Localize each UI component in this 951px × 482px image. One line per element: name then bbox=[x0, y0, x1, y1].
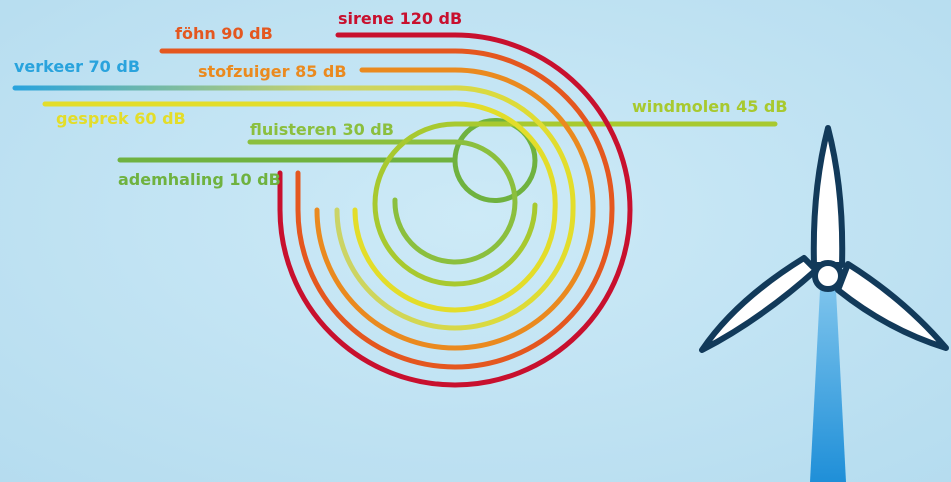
turbine-hub bbox=[812, 260, 844, 292]
wind-turbine bbox=[699, 125, 949, 482]
spiral-windmolen bbox=[372, 121, 778, 287]
label-fohn: föhn 90 dB bbox=[175, 24, 273, 43]
turbine-blade-top bbox=[810, 125, 846, 268]
spiral-gesprek bbox=[42, 101, 558, 313]
label-windmolen: windmolen 45 dB bbox=[632, 97, 788, 116]
label-gesprek: gesprek 60 dB bbox=[56, 109, 186, 128]
spiral-ademhaling bbox=[117, 118, 538, 203]
turbine-blade-left bbox=[699, 255, 819, 353]
label-verkeer: verkeer 70 dB bbox=[14, 57, 140, 76]
label-sirene: sirene 120 dB bbox=[338, 9, 462, 28]
turbine-blade-right bbox=[835, 261, 949, 351]
spiral-stofzuiger bbox=[314, 67, 596, 351]
spiral-sirene bbox=[277, 32, 633, 388]
spiral-fluisteren bbox=[247, 139, 518, 265]
label-fluisteren: fluisteren 30 dB bbox=[250, 120, 394, 139]
spiral-verkeer bbox=[12, 85, 576, 331]
label-ademhaling: ademhaling 10 dB bbox=[118, 170, 281, 189]
sound-spiral bbox=[12, 32, 778, 388]
labels: sirene 120 dB föhn 90 dB stofzuiger 85 d… bbox=[14, 9, 788, 189]
turbine-tower bbox=[810, 290, 846, 482]
label-stofzuiger: stofzuiger 85 dB bbox=[198, 62, 347, 81]
spiral-fohn bbox=[159, 48, 615, 370]
